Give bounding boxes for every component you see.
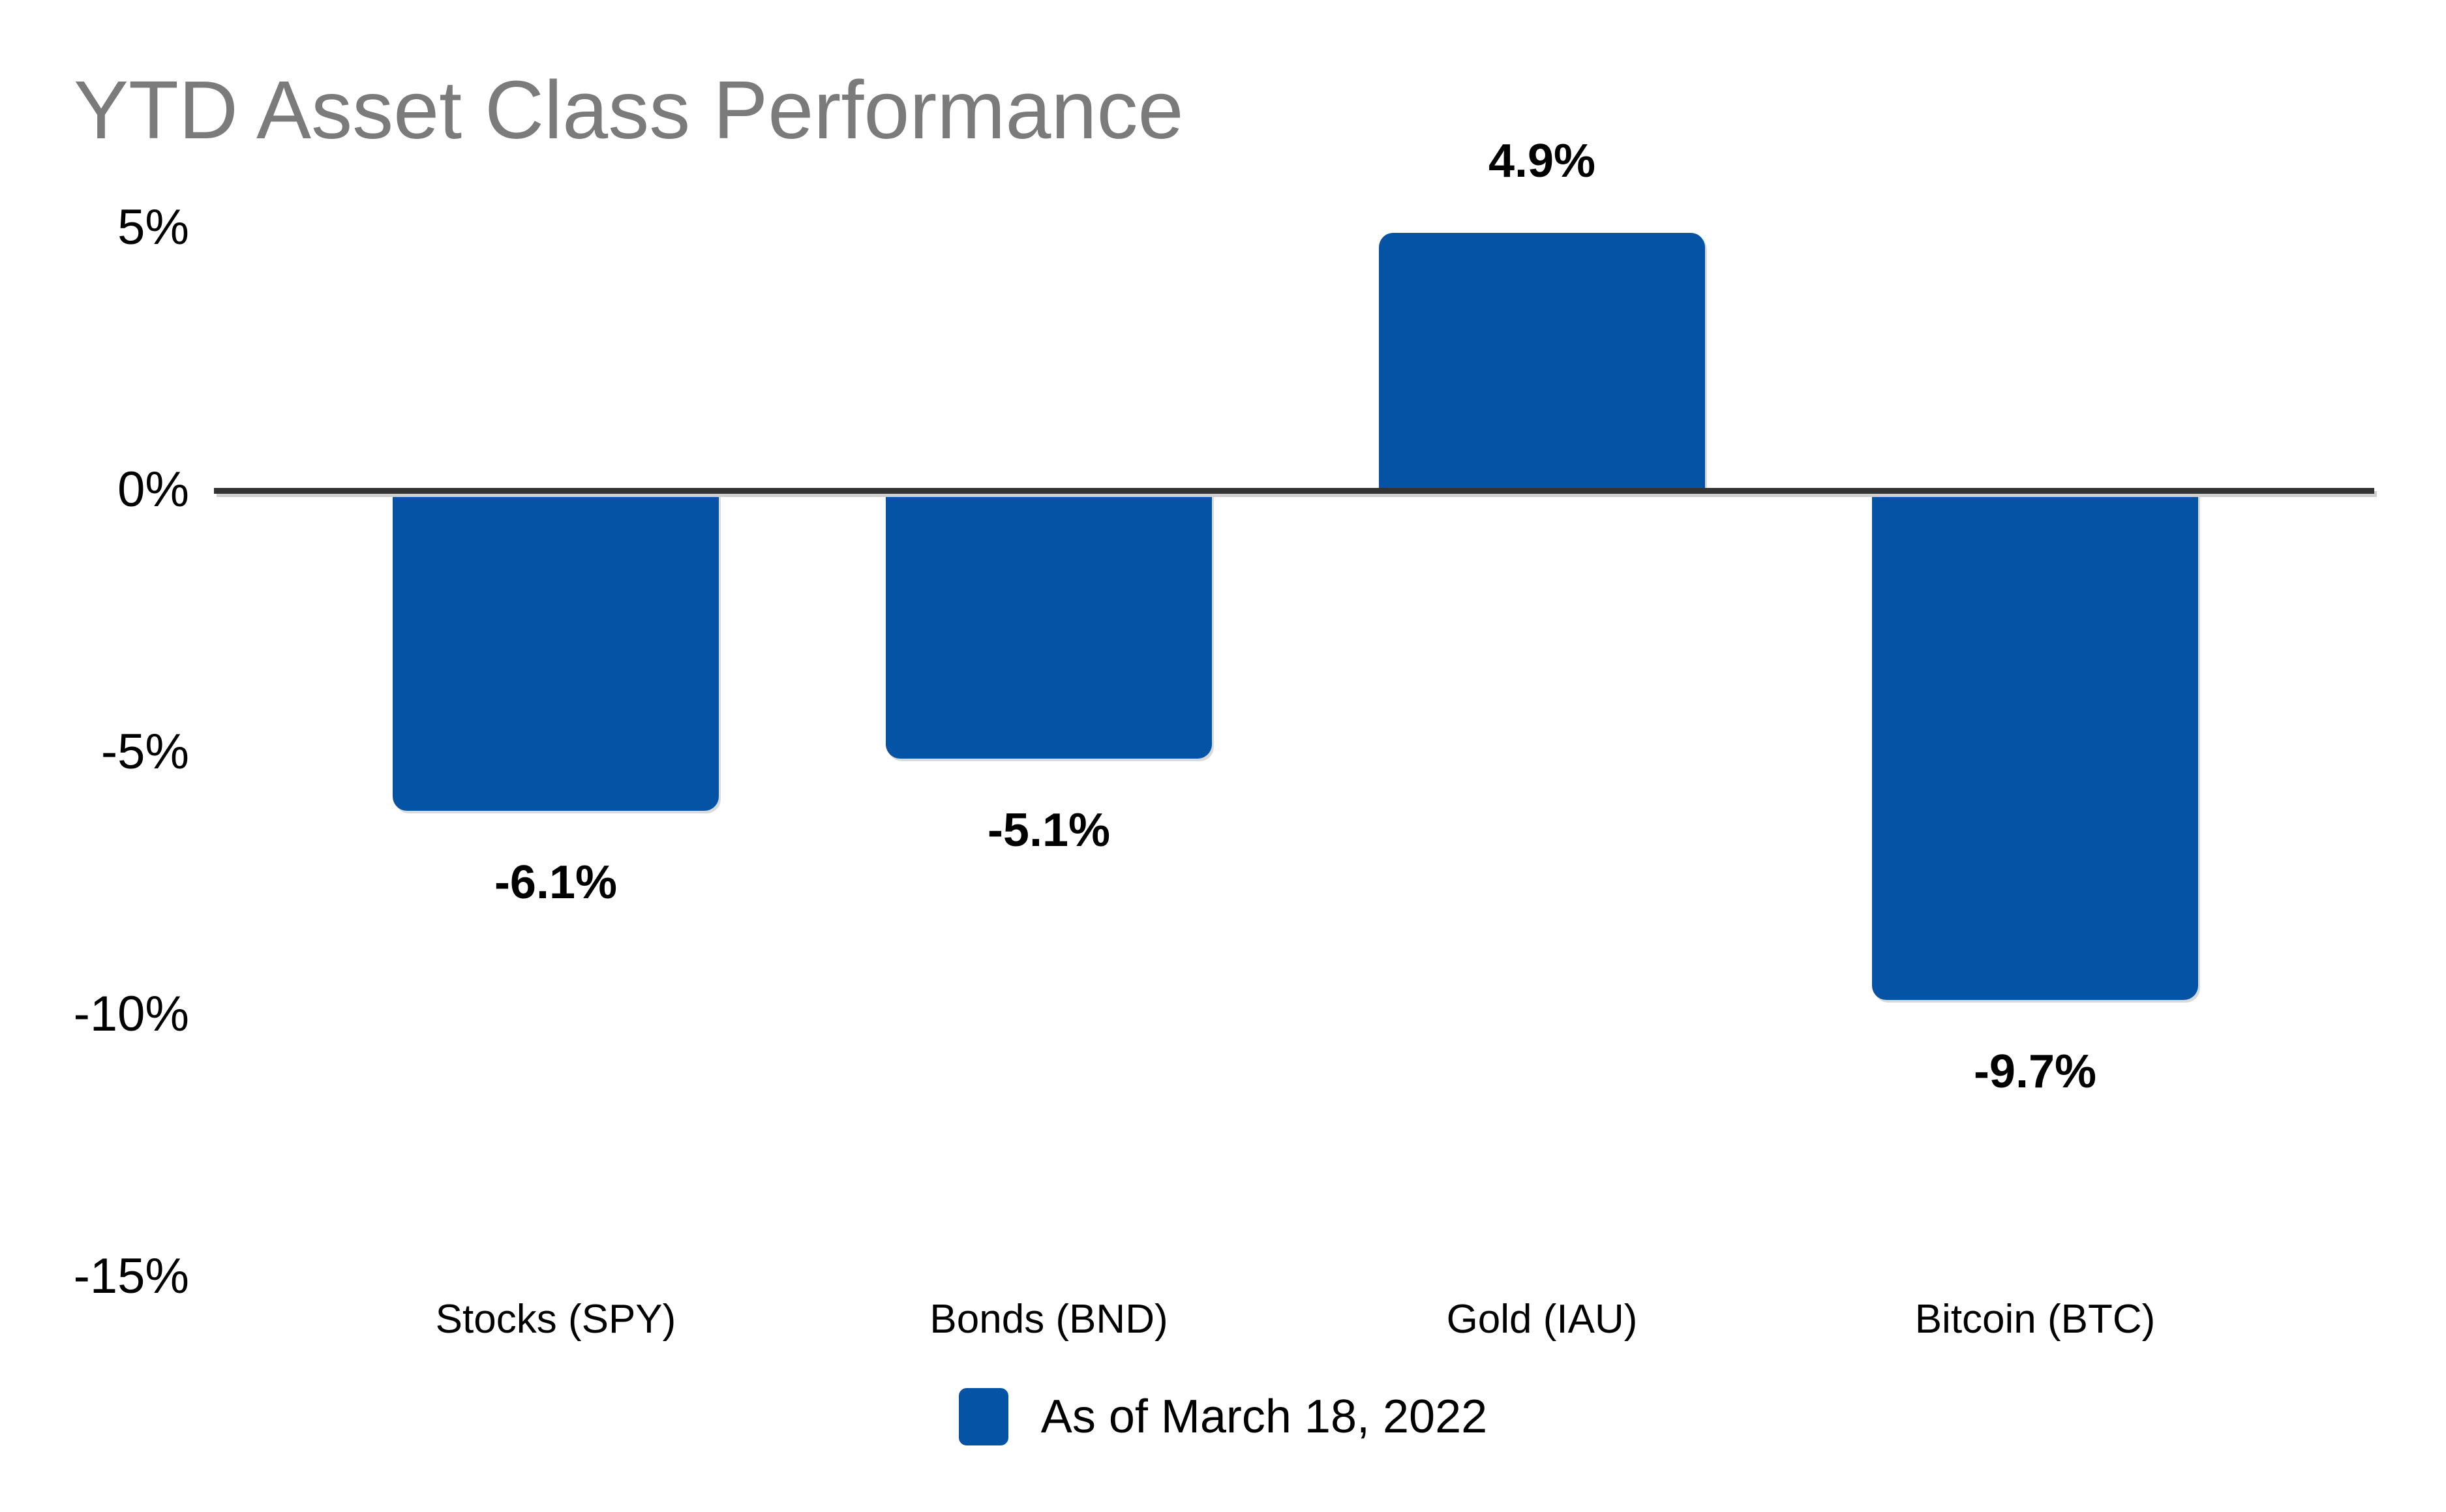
value-label: -5.1%	[987, 804, 1111, 857]
bar-3	[1379, 233, 1705, 490]
legend: As of March 18, 2022	[0, 1388, 2446, 1445]
value-label: -6.1%	[494, 856, 618, 909]
x-category-label: Bitcoin (BTC)	[1914, 1297, 2156, 1342]
x-category-label: Stocks (SPY)	[435, 1297, 676, 1342]
value-label: -9.7%	[1973, 1045, 2097, 1098]
zero-axis-line	[214, 488, 2374, 494]
bar-4	[1872, 491, 2198, 1000]
y-tick-label: -5%	[100, 724, 189, 779]
bar-1	[393, 491, 719, 811]
y-tick-label: 5%	[117, 200, 189, 255]
legend-label: As of March 18, 2022	[1040, 1391, 1488, 1443]
x-category-label: Bonds (BND)	[929, 1297, 1168, 1342]
chart-title: YTD Asset Class Performance	[74, 64, 1184, 156]
y-tick-label: 0%	[117, 462, 189, 517]
value-label: 4.9%	[1488, 135, 1596, 188]
bar-2	[886, 491, 1212, 759]
x-category-label: Gold (IAU)	[1446, 1297, 1638, 1342]
y-tick-label: -15%	[73, 1248, 189, 1304]
legend-swatch-icon	[958, 1388, 1008, 1445]
y-tick-label: -10%	[73, 986, 189, 1042]
